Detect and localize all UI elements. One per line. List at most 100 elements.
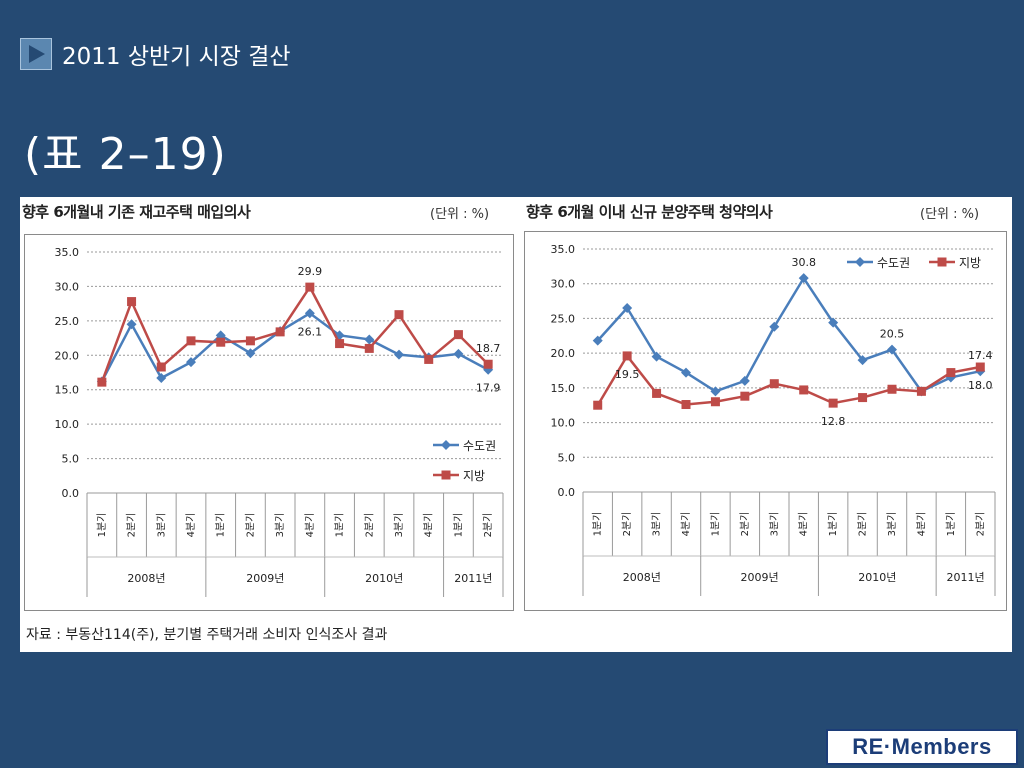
slide-title: (표 2–19)	[24, 129, 227, 180]
legend-marker	[855, 257, 865, 267]
data-point-metro	[710, 386, 721, 397]
x-tick-label: 1분기	[452, 513, 464, 538]
data-point-local	[946, 368, 956, 378]
data-point-local	[593, 400, 603, 410]
y-tick-label: 10.0	[551, 417, 576, 430]
x-tick-label: 2분기	[363, 513, 375, 538]
legend-label: 수도권	[877, 256, 910, 270]
data-point-local	[483, 359, 493, 369]
chart-panel: 향후 6개월내 기존 재고주택 매입의사 (단위 : %) 향후 6개월 이내 …	[20, 197, 1012, 652]
series-line-metro	[100, 311, 489, 383]
legend-label: 지방	[959, 256, 981, 270]
x-tick-label: 4분기	[304, 513, 316, 538]
x-tick-label: 1분기	[215, 513, 227, 538]
data-label: 30.8	[791, 256, 816, 269]
data-point-metro	[857, 355, 868, 366]
data-point-local	[275, 327, 285, 337]
x-tick-label: 3분기	[886, 512, 898, 537]
y-tick-label: 5.0	[558, 451, 576, 464]
data-point-local	[156, 362, 166, 372]
legend-marker	[937, 257, 947, 267]
data-point-local	[652, 388, 662, 398]
x-tick-label: 2분기	[621, 512, 633, 537]
year-label: 2009년	[741, 571, 779, 584]
section-header: 2011 상반기 시장 결산	[20, 38, 291, 70]
year-label: 2011년	[454, 572, 492, 585]
data-point-local	[622, 351, 632, 361]
chart-left-svg: 0.0 5.0 10.0 15.0 20.0 25.0 30.0 35.0 1분기 2분기 3분기 4…	[55, 246, 504, 597]
data-point-local	[887, 384, 897, 394]
x-tick-label: 1분기	[334, 513, 346, 538]
x-tick-label: 4분기	[185, 513, 197, 538]
data-label: 12.8	[821, 415, 846, 428]
data-label: 19.5	[615, 368, 640, 381]
year-label: 2011년	[947, 571, 985, 584]
legend-label: 지방	[463, 469, 485, 483]
data-point-local	[305, 282, 315, 292]
y-tick-label: 30.0	[551, 278, 576, 291]
x-tick-label: 2분기	[857, 512, 869, 537]
data-point-local	[216, 337, 226, 347]
data-point-local	[769, 379, 779, 389]
data-point-metro	[739, 375, 750, 386]
source-note: 자료 : 부동산114(주), 분기별 주택거래 소비자 인식조사 결과	[26, 627, 388, 643]
y-tick-label: 15.0	[551, 382, 576, 395]
data-point-local	[245, 336, 255, 346]
chart-right-svg: 0.0 5.0 10.0 15.0 20.0 25.0 30.0 35.0 1분기 2분기 3분기 4…	[551, 243, 996, 596]
series-line-metro	[596, 275, 981, 393]
unit-label-left: (단위 : %)	[430, 207, 490, 222]
y-tick-label: 30.0	[55, 280, 80, 293]
data-point-metro	[828, 317, 839, 328]
data-point-metro	[156, 373, 167, 384]
x-tick-label: 1분기	[945, 512, 957, 537]
data-point-local	[186, 336, 196, 346]
data-point-metro	[364, 334, 375, 345]
x-tick-label: 4분기	[680, 512, 692, 537]
y-tick-label: 0.0	[62, 487, 80, 500]
data-point-local	[335, 339, 345, 349]
data-point-local	[424, 354, 434, 364]
x-tick-label: 1분기	[592, 512, 604, 537]
data-label: 29.9	[298, 265, 323, 278]
series-line-local	[596, 353, 981, 406]
y-tick-label: 10.0	[55, 418, 80, 431]
chart-left: 0.0 5.0 10.0 15.0 20.0 25.0 30.0 35.0 1분기 2분기 3분기 4…	[24, 234, 514, 611]
legend-label: 수도권	[463, 439, 496, 453]
x-tick-label: 2분기	[739, 512, 751, 537]
x-tick-label: 4분기	[798, 512, 810, 537]
x-tick-label: 2분기	[244, 513, 256, 538]
year-label: 2008년	[623, 571, 661, 584]
x-tick-label: 3분기	[155, 513, 167, 538]
data-point-local	[394, 310, 404, 320]
chart-title-left: 향후 6개월내 기존 재고주택 매입의사	[22, 203, 251, 221]
data-point-metro	[769, 321, 780, 332]
data-point-metro	[592, 335, 603, 346]
data-point-local	[916, 386, 926, 396]
data-label: 26.1	[298, 325, 323, 338]
data-point-local	[710, 397, 720, 407]
x-tick-label: 3분기	[651, 512, 663, 537]
y-tick-label: 0.0	[558, 486, 576, 499]
chart-right: 0.0 5.0 10.0 15.0 20.0 25.0 30.0 35.0 1분기 2분기 3분기 4…	[524, 231, 1007, 611]
x-tick-label: 1분기	[827, 512, 839, 537]
data-label: 20.5	[880, 328, 905, 341]
x-tick-label: 2분기	[126, 513, 138, 538]
y-tick-label: 25.0	[551, 312, 576, 325]
x-tick-label: 1분기	[709, 512, 721, 537]
data-point-local	[975, 362, 985, 372]
data-point-local	[364, 343, 374, 353]
data-point-local	[828, 398, 838, 408]
data-point-metro	[798, 273, 809, 284]
data-label: 17.9	[476, 382, 501, 395]
play-icon	[20, 38, 52, 70]
data-point-local	[858, 393, 868, 403]
data-point-local	[127, 297, 137, 307]
data-point-local	[681, 400, 691, 410]
data-point-metro	[245, 348, 256, 359]
section-title: 2011 상반기 시장 결산	[62, 44, 291, 70]
data-point-local	[97, 377, 107, 387]
data-point-metro	[887, 344, 897, 355]
x-tick-label: 2분기	[482, 513, 494, 538]
legend-marker	[441, 440, 451, 450]
data-point-metro	[126, 319, 137, 330]
